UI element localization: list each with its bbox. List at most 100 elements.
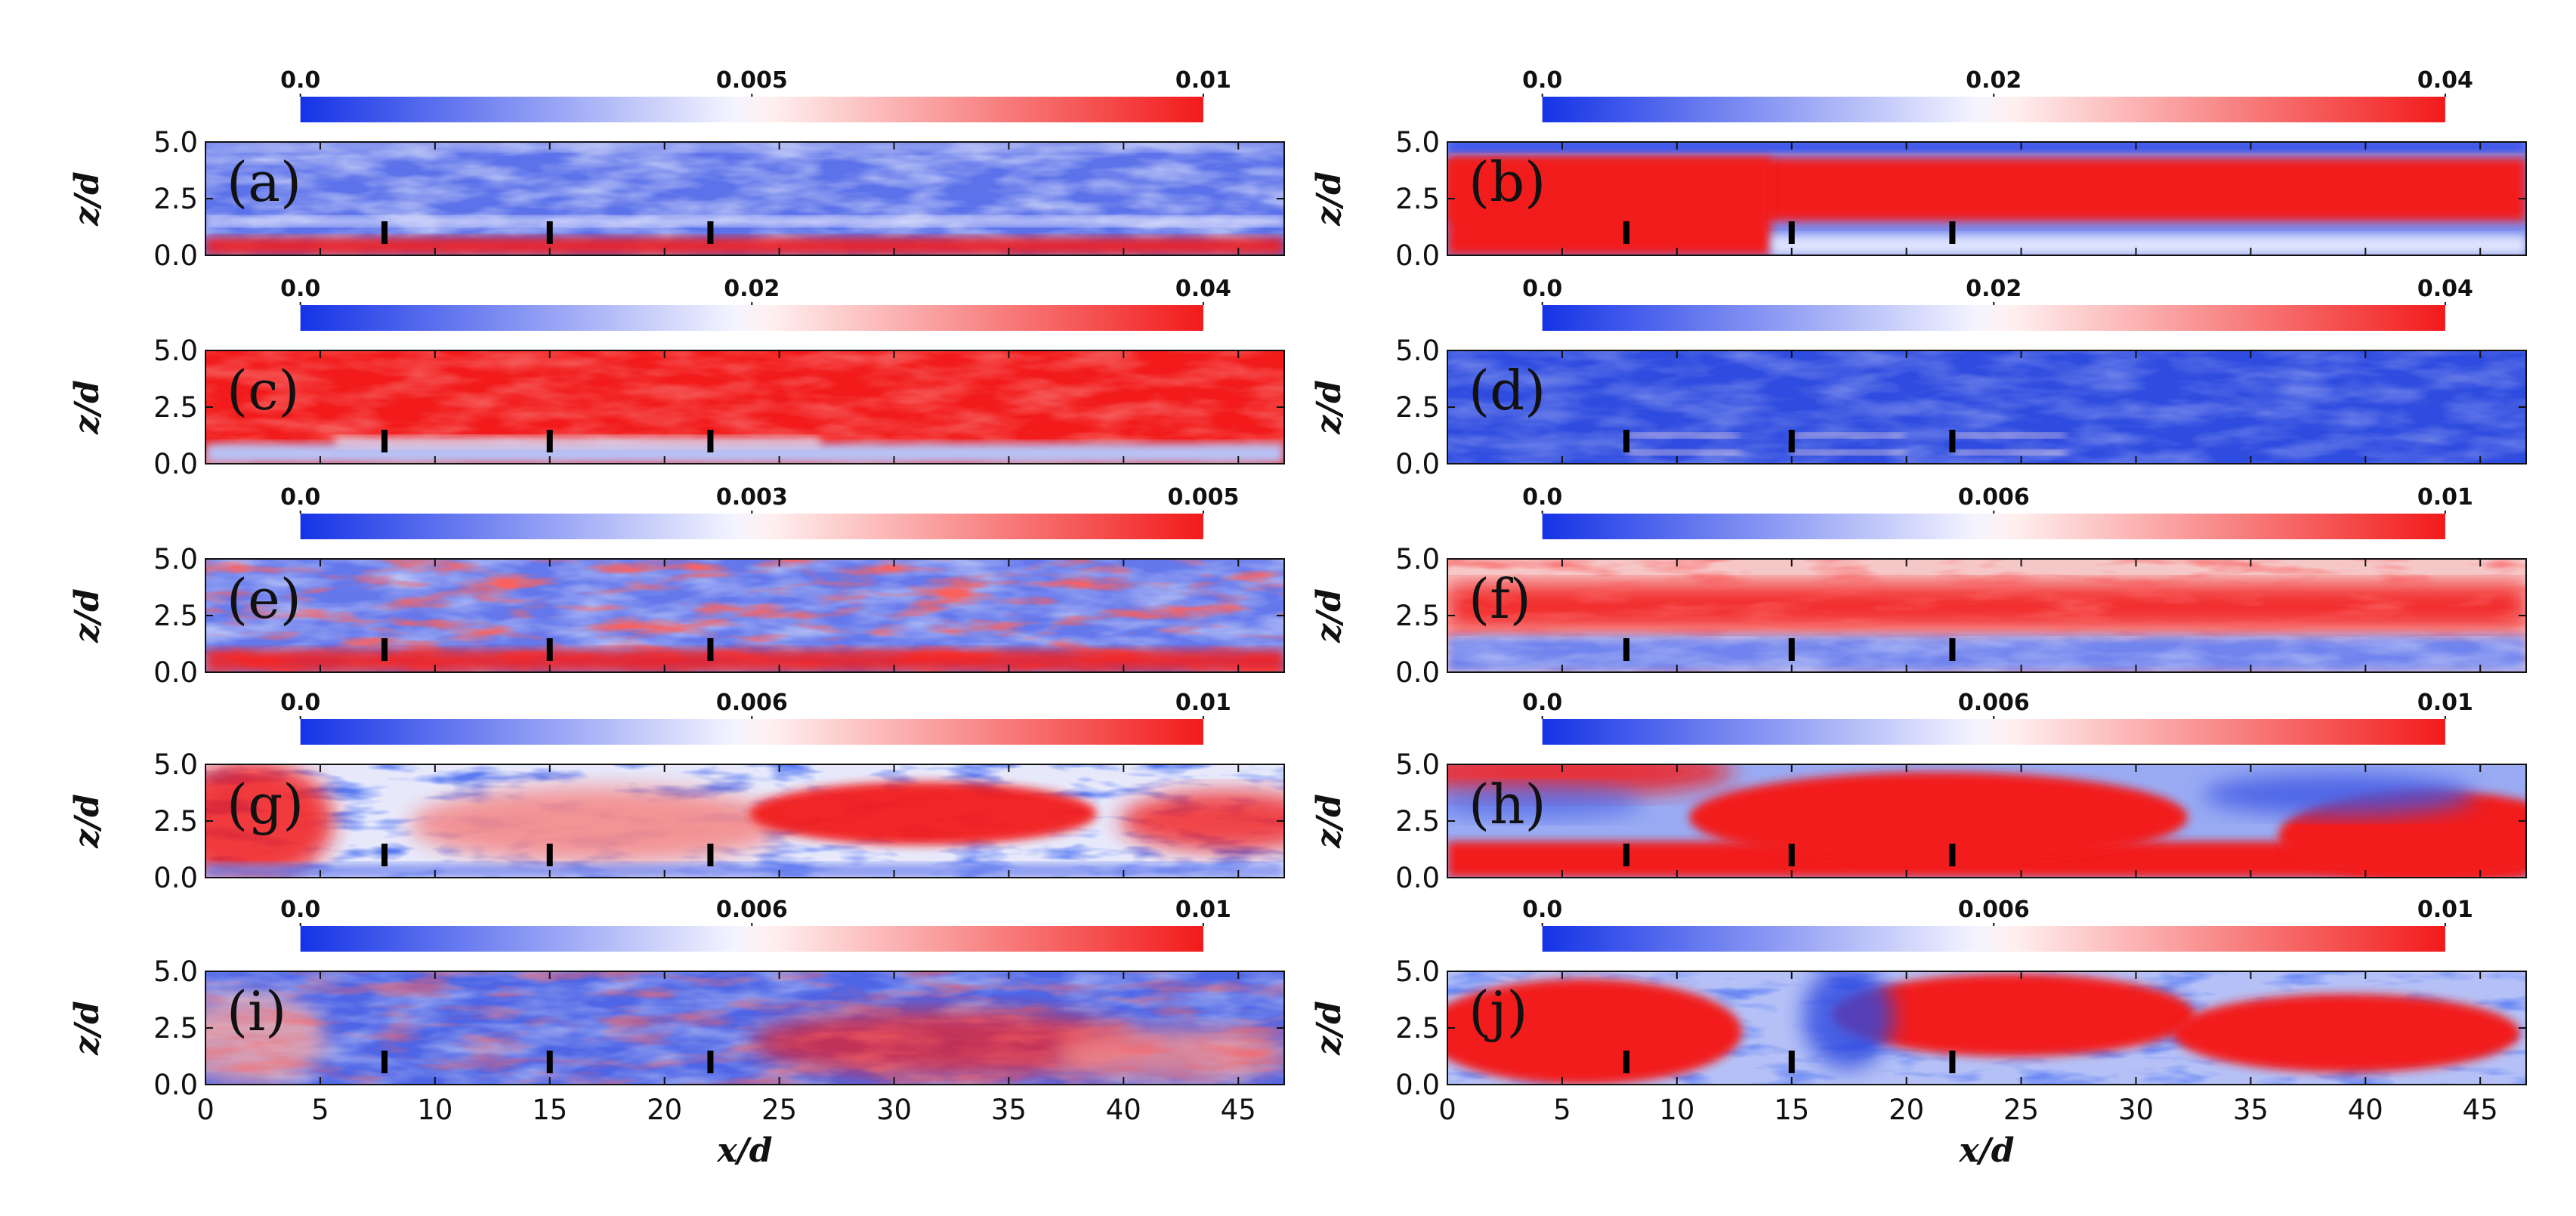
field-patch [1791,433,1905,438]
y-tick-label: 0.0 [153,1069,198,1101]
colorbar-max-label: 0.04 [1175,276,1231,302]
panel-h: 0.0 0.006 0.01 (h) 0.0 2.5 5.0 z/d [1310,690,2527,894]
panel-label: (i) [227,980,286,1043]
y-axis-title: z/d [1310,380,1348,435]
turbine-marker [546,1051,553,1073]
x-tick-label: 35 [2233,1094,2269,1126]
y-tick-label: 2.5 [1395,391,1440,424]
field-patch [1791,450,1905,455]
y-tick-label: 0.0 [153,239,198,272]
y-axis-title: z/d [1310,794,1348,849]
field-patch [2173,994,2520,1072]
field-patch [205,650,1284,672]
colorbar [1542,926,2445,952]
colorbar-max-label: 0.04 [2417,276,2473,302]
turbine-marker [707,221,714,244]
field-patch [2203,773,2475,816]
y-axis-title: z/d [1310,1001,1348,1056]
field-patch [205,142,1284,151]
field-patch [1626,450,1740,455]
y-axis-title: z/d [68,380,107,435]
x-tick-label: 40 [1106,1094,1141,1126]
y-tick-label: 5.0 [153,335,198,367]
colorbar-mid-label: 0.02 [1966,276,2022,302]
field-patch [1952,450,2066,455]
y-tick-label: 2.5 [153,1012,198,1045]
y-axis-title: z/d [1310,171,1348,227]
field-patch [749,782,1097,845]
colorbar-max-label: 0.005 [1167,484,1239,511]
turbine-marker [1949,221,1956,244]
turbine-marker [1949,430,1956,452]
colorbar [300,97,1203,122]
colorbar [1542,97,2445,122]
field-patch [1689,772,2188,863]
x-tick-label: 25 [2003,1094,2039,1126]
panel-label: (e) [227,567,301,631]
panel-label: (a) [227,150,301,214]
colorbar-max-label: 0.04 [2417,67,2473,94]
colorbar [300,719,1203,745]
field-patch [1447,350,2526,464]
panel-b: 0.0 0.02 0.04 (b) 0.0 2.5 5.0 z/d [1310,67,2527,272]
turbine-marker [381,638,388,661]
turbine-marker [546,638,553,661]
y-tick-label: 0.0 [153,862,198,894]
contour-field [1447,971,2526,1085]
turbine-marker [707,844,714,866]
panel-label: (j) [1469,980,1528,1043]
field-patch [1771,235,2526,255]
turbine-marker [381,844,388,866]
turbine-marker [1788,1051,1795,1073]
colorbar-mid-label: 0.02 [724,276,780,302]
colorbar-max-label: 0.01 [1175,897,1231,923]
colorbar-min-label: 0.0 [1522,484,1562,511]
x-tick-label: 20 [647,1094,682,1126]
colorbar-min-label: 0.0 [1522,276,1562,302]
colorbar [300,305,1203,331]
field-patch [1626,433,1740,438]
panel-f: 0.0 0.006 0.01 (f) 0.0 2.5 5.0 z/d [1310,484,2527,689]
y-tick-label: 2.5 [1395,805,1440,838]
panel-label: (c) [227,359,300,422]
turbine-marker [1623,638,1629,661]
colorbar-max-label: 0.01 [1175,67,1231,94]
y-axis-title: z/d [68,1001,107,1056]
y-tick-label: 5.0 [1395,335,1440,367]
y-axis-title: z/d [68,794,107,849]
contour-field [1447,559,2526,672]
y-tick-label: 5.0 [153,748,198,781]
x-tick-label: 30 [2118,1094,2154,1126]
colorbar-min-label: 0.0 [280,67,320,94]
panel-e: 0.0 0.003 0.005 (e) 0.0 2.5 5.0 z/d [68,484,1285,689]
turbine-marker [1788,430,1795,452]
colorbar-max-label: 0.01 [1175,690,1231,716]
contour-field [205,764,1284,878]
field-patch [205,217,1284,226]
field-patch [205,971,1284,1085]
turbine-marker [381,1051,388,1073]
field-patch [1447,785,1644,819]
field-patch [1952,433,2066,438]
x-tick-label: 15 [532,1094,567,1126]
colorbar-max-label: 0.01 [2417,897,2473,923]
x-tick-label: 10 [417,1094,452,1126]
contour-field [205,971,1284,1085]
x-tick-label: 25 [761,1094,797,1126]
colorbar-mid-label: 0.006 [716,897,788,923]
turbine-marker [1623,221,1629,244]
panel-label: (g) [227,773,304,836]
field-patch [205,237,1284,255]
turbine-marker [381,221,388,244]
y-tick-label: 2.5 [153,805,198,838]
x-tick-label: 0 [1438,1094,1456,1126]
turbine-marker [1623,1051,1629,1073]
turbine-marker [1623,844,1629,866]
turbine-marker [1788,638,1795,661]
y-tick-label: 2.5 [1395,183,1440,215]
x-axis-title: x/d [1958,1131,2014,1170]
y-tick-label: 2.5 [1395,1012,1440,1045]
colorbar-min-label: 0.0 [1522,67,1562,94]
y-tick-label: 0.0 [1395,239,1440,272]
